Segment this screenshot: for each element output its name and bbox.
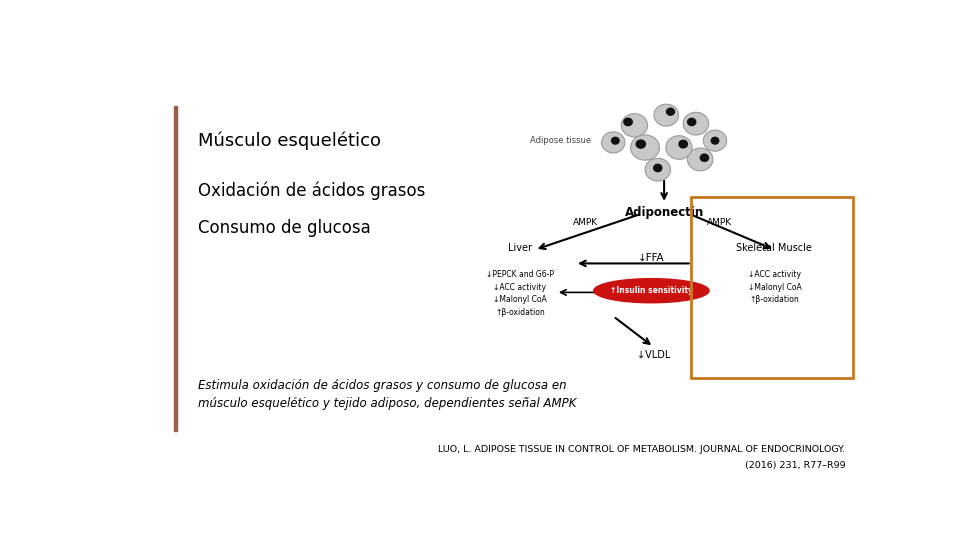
Text: Consumo de glucosa: Consumo de glucosa: [198, 219, 371, 237]
Text: Oxidación de ácidos grasos: Oxidación de ácidos grasos: [198, 181, 425, 200]
Ellipse shape: [631, 135, 660, 160]
Ellipse shape: [602, 132, 625, 153]
Text: AMPK: AMPK: [707, 218, 732, 227]
Text: Músculo esquelético: Músculo esquelético: [198, 131, 381, 150]
Ellipse shape: [666, 108, 675, 115]
Ellipse shape: [624, 118, 633, 126]
Ellipse shape: [621, 114, 648, 137]
Ellipse shape: [612, 137, 619, 144]
Text: Adiponectin: Adiponectin: [625, 206, 704, 219]
Text: Liver: Liver: [508, 243, 532, 253]
Bar: [691, 197, 852, 377]
Ellipse shape: [687, 118, 696, 126]
Ellipse shape: [687, 148, 713, 171]
Text: ↑Insulin sensitivity: ↑Insulin sensitivity: [610, 286, 693, 295]
Bar: [174, 106, 178, 431]
Text: Estimula oxidación de ácidos grasos y consumo de glucosa en
músculo esquelético : Estimula oxidación de ácidos grasos y co…: [198, 379, 577, 410]
Ellipse shape: [704, 130, 727, 151]
Text: ↓FFA: ↓FFA: [638, 253, 664, 264]
Ellipse shape: [593, 279, 709, 303]
Ellipse shape: [711, 137, 719, 144]
Text: LUO, L. ADIPOSE TISSUE IN CONTROL OF METABOLISM. JOURNAL OF ENDOCRINOLOGY.: LUO, L. ADIPOSE TISSUE IN CONTROL OF MET…: [439, 446, 846, 454]
Ellipse shape: [654, 164, 661, 172]
Text: Skeletal Muscle: Skeletal Muscle: [736, 243, 812, 253]
Ellipse shape: [701, 154, 708, 161]
Ellipse shape: [654, 104, 679, 126]
Text: ↓ACC activity
↓Malonyl CoA
↑β-oxidation: ↓ACC activity ↓Malonyl CoA ↑β-oxidation: [748, 270, 802, 304]
Text: AMPK: AMPK: [573, 218, 598, 227]
Text: ↓PEPCK and G6-P
↓ACC activity
↓Malonyl CoA
↑β-oxidation: ↓PEPCK and G6-P ↓ACC activity ↓Malonyl C…: [486, 270, 554, 317]
Ellipse shape: [645, 158, 670, 181]
Ellipse shape: [684, 112, 708, 135]
Ellipse shape: [666, 136, 692, 159]
Text: Adipose tissue: Adipose tissue: [530, 136, 590, 145]
Text: (2016) 231, R77–R99: (2016) 231, R77–R99: [745, 461, 846, 470]
Ellipse shape: [636, 140, 645, 148]
Text: ↓VLDL: ↓VLDL: [636, 350, 670, 360]
Ellipse shape: [679, 140, 687, 148]
